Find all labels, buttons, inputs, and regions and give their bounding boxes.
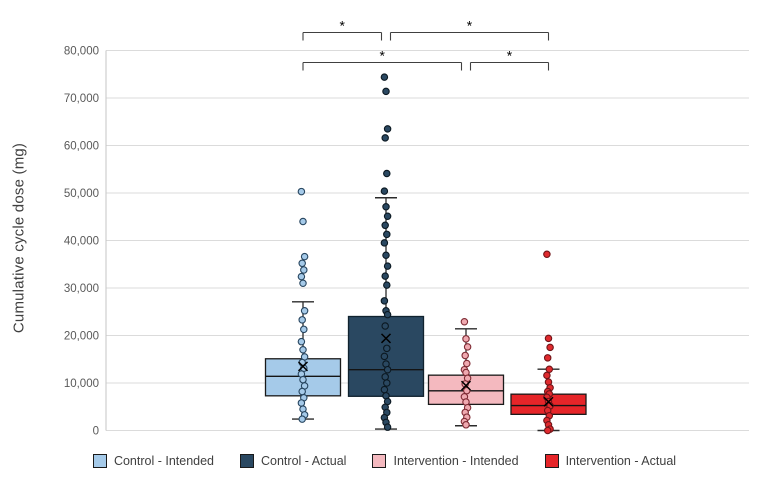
data-point-control-intended (298, 316, 306, 324)
data-point-control-actual (381, 373, 389, 381)
data-point-intervention-intended (463, 359, 471, 368)
data-point-control-actual (380, 297, 389, 305)
data-point-control-actual (381, 272, 389, 280)
data-point-control-intended (300, 252, 309, 261)
mean-marker-control-intended (297, 361, 309, 372)
legend-item-control-actual: Control - Actual (240, 454, 346, 468)
data-point-control-intended (300, 266, 308, 274)
y-tick-label: 0 (93, 426, 99, 438)
data-point-control-actual (381, 134, 389, 142)
y-tick-label: 60,000 (64, 141, 99, 153)
y-tick-label: 70,000 (64, 93, 99, 105)
data-point-control-actual (383, 212, 392, 221)
data-point-intervention-intended (463, 343, 472, 351)
data-point-control-intended (299, 345, 307, 354)
data-point-control-intended (299, 279, 307, 287)
data-point-control-actual (380, 187, 389, 195)
data-point-control-actual (380, 352, 389, 361)
data-point-intervention-actual (543, 354, 552, 362)
y-tick-label: 80,000 (64, 46, 99, 58)
y-tick-label: 30,000 (64, 283, 99, 295)
data-point-control-intended (298, 259, 306, 268)
legend-swatch-control-actual (240, 454, 254, 468)
data-point-intervention-actual (545, 365, 554, 373)
legend-item-intervention-actual: Intervention - Actual (544, 454, 677, 468)
significance-star: * (507, 48, 513, 64)
data-point-intervention-intended (461, 351, 469, 360)
legend-label: Control - Intended (113, 454, 214, 468)
data-point-control-actual (380, 385, 389, 394)
legend-label: Intervention - Intended (393, 454, 519, 468)
data-point-intervention-actual (543, 250, 551, 259)
data-point-control-actual (382, 87, 390, 96)
legend-item-intervention-intended: Intervention - Intended (372, 454, 519, 468)
mean-marker-intervention-intended (460, 380, 472, 391)
data-point-control-intended (298, 387, 306, 396)
significance-star: * (467, 18, 473, 34)
legend-swatch-control-intended (92, 454, 107, 468)
data-point-intervention-actual (543, 371, 551, 380)
mean-marker-intervention-actual (543, 396, 554, 407)
data-point-control-intended (300, 325, 308, 334)
data-point-intervention-intended (462, 335, 470, 343)
data-point-control-intended (297, 272, 306, 281)
data-point-control-actual (383, 262, 392, 270)
data-point-control-actual (383, 281, 391, 289)
data-point-control-actual (381, 322, 389, 330)
y-tick-label: 20,000 (64, 331, 99, 343)
y-tick-label: 50,000 (64, 188, 99, 200)
data-point-intervention-intended (460, 317, 469, 326)
data-point-intervention-actual (543, 426, 552, 435)
data-point-control-actual (380, 73, 389, 81)
data-point-control-intended (300, 307, 309, 315)
y-tick-label: 10,000 (64, 378, 99, 390)
data-point-control-actual (383, 344, 391, 353)
mean-marker-control-actual (380, 333, 392, 344)
data-point-control-actual (383, 125, 392, 133)
data-point-control-actual (383, 379, 391, 387)
data-point-control-actual (383, 310, 392, 319)
data-point-control-actual (383, 169, 391, 178)
data-point-control-intended (299, 375, 307, 384)
data-point-intervention-intended (462, 421, 470, 429)
data-point-control-intended (297, 399, 306, 407)
legend-swatch-intervention-intended (372, 454, 387, 468)
data-point-control-intended (298, 415, 306, 423)
data-point-intervention-actual (546, 343, 554, 352)
significance-star: * (340, 18, 346, 34)
data-point-control-intended (297, 337, 306, 346)
data-point-intervention-actual (544, 334, 553, 343)
data-point-control-actual (381, 221, 389, 230)
y-tick-label: 40,000 (64, 236, 99, 248)
legend-label: Intervention - Actual (565, 454, 677, 468)
data-point-control-actual (383, 423, 392, 431)
legend-label: Control - Actual (261, 454, 347, 468)
legend: Control - Intended Control - Actual Inte… (0, 449, 769, 473)
data-point-control-actual (382, 203, 390, 211)
legend-item-control-intended: Control - Intended (92, 454, 214, 468)
significance-star: * (380, 48, 386, 64)
data-point-control-actual (380, 239, 389, 247)
data-point-control-intended (297, 187, 306, 196)
data-point-control-actual (383, 365, 392, 374)
data-point-control-intended (299, 217, 307, 226)
legend-swatch-intervention-actual (544, 454, 559, 468)
data-point-control-actual (382, 251, 390, 259)
data-point-control-actual (383, 230, 391, 239)
